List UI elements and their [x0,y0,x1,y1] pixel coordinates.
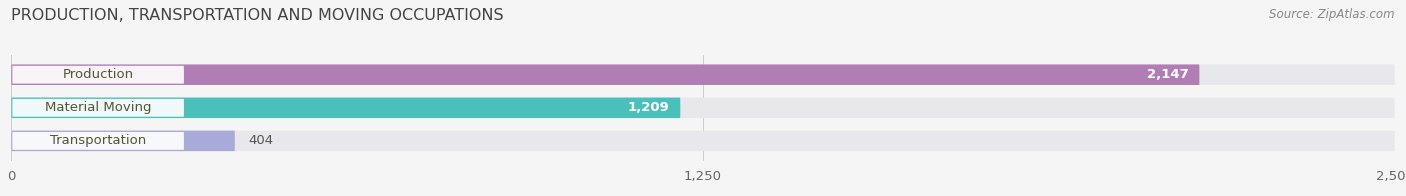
FancyBboxPatch shape [13,132,184,150]
Text: 2,147: 2,147 [1146,68,1188,81]
Text: Production: Production [63,68,134,81]
Text: Material Moving: Material Moving [45,101,152,114]
FancyBboxPatch shape [11,64,1395,85]
Text: Transportation: Transportation [51,134,146,147]
FancyBboxPatch shape [11,131,235,151]
Text: 1,209: 1,209 [627,101,669,114]
FancyBboxPatch shape [13,66,184,84]
Text: PRODUCTION, TRANSPORTATION AND MOVING OCCUPATIONS: PRODUCTION, TRANSPORTATION AND MOVING OC… [11,8,503,23]
FancyBboxPatch shape [13,99,184,117]
FancyBboxPatch shape [11,131,1395,151]
FancyBboxPatch shape [11,98,1395,118]
Text: Source: ZipAtlas.com: Source: ZipAtlas.com [1270,8,1395,21]
FancyBboxPatch shape [11,64,1199,85]
Text: 404: 404 [249,134,274,147]
FancyBboxPatch shape [11,98,681,118]
